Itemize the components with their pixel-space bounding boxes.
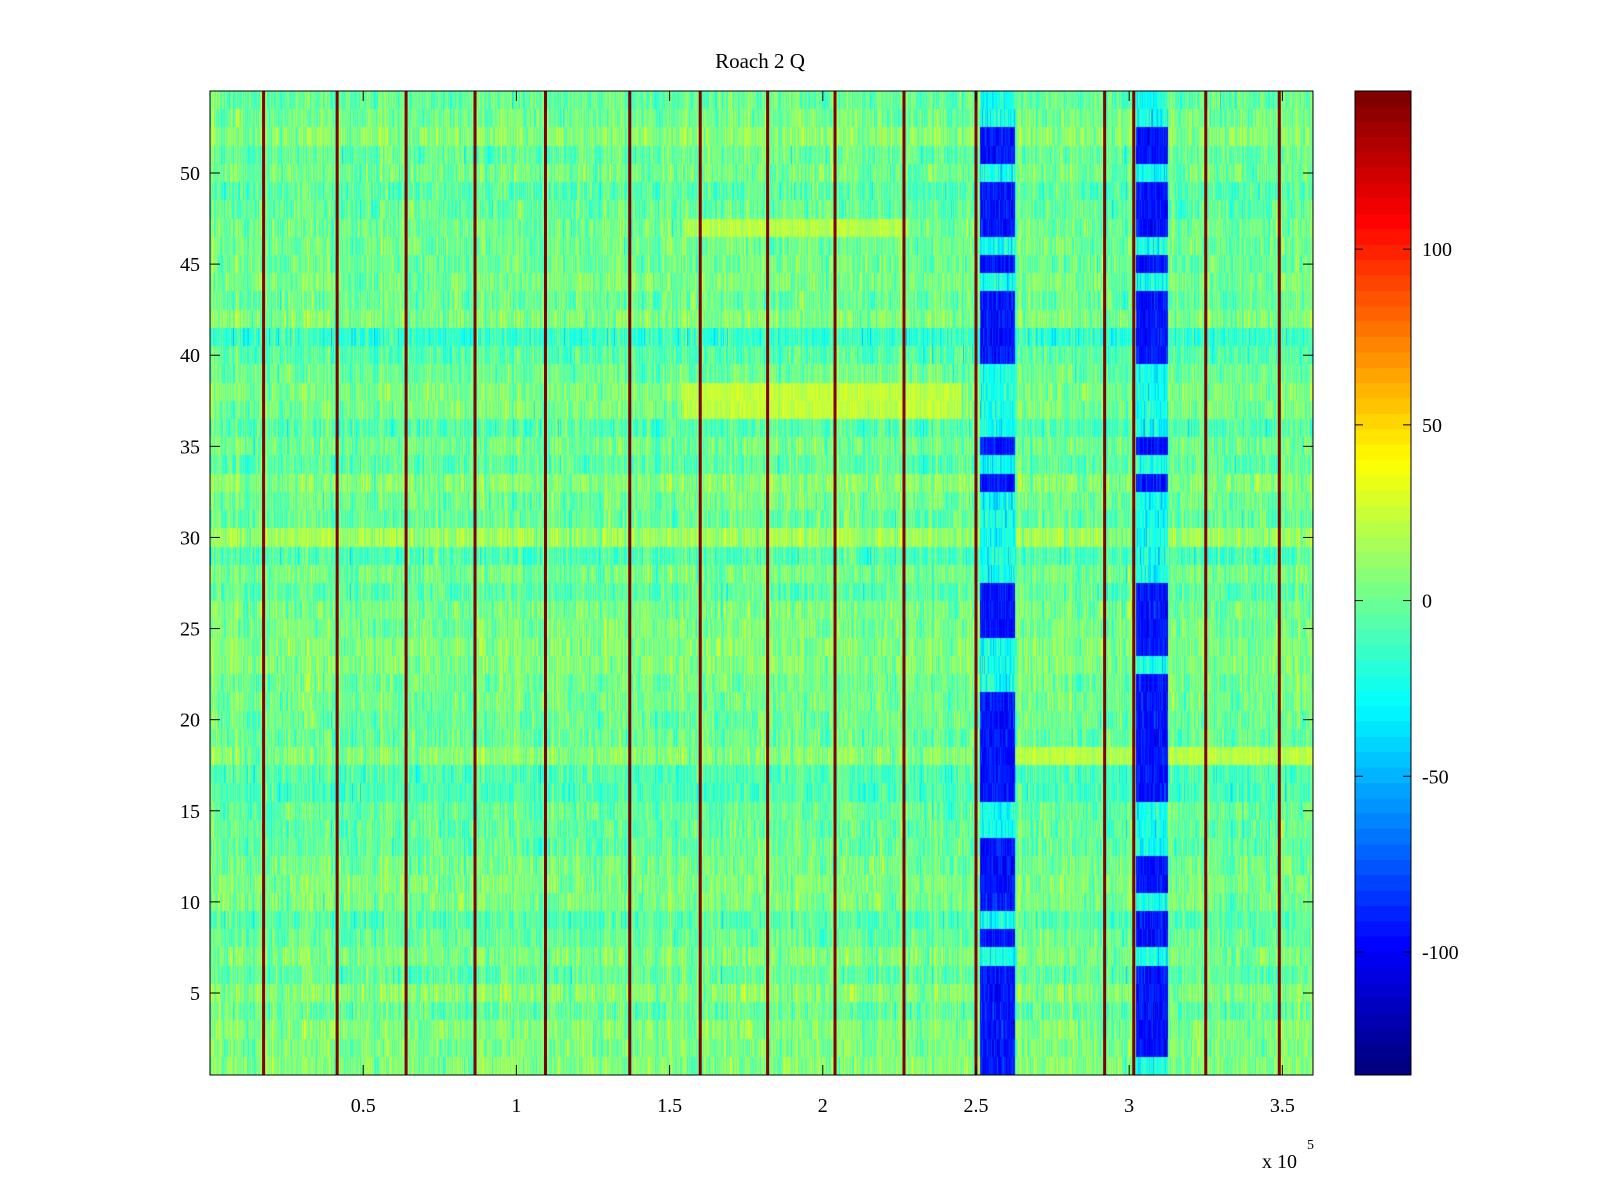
colorbar: -100 -50 0 50 100 <box>1354 90 1459 1076</box>
spike-line-3 <box>404 91 408 1075</box>
spike-line-10 <box>902 91 906 1075</box>
chart-title: Roach 2 Q <box>715 49 805 73</box>
spike-line-1 <box>262 91 266 1075</box>
spike-line-14 <box>1204 91 1208 1075</box>
x-exponent-label: x 10 <box>1262 1151 1297 1173</box>
y-tick-label: 20 <box>180 710 200 732</box>
y-tick-label: 5 <box>190 983 200 1005</box>
colorbar-gradient <box>1355 91 1411 1075</box>
x-tick-label: 1.5 <box>657 1095 682 1117</box>
y-tick-label: 35 <box>180 436 200 458</box>
y-axis: 5 10 15 20 25 30 35 40 45 50 <box>180 163 1313 1005</box>
heatmap-image <box>210 91 1313 1075</box>
spike-line-9 <box>833 91 837 1075</box>
spike-line-15 <box>1277 91 1281 1075</box>
spike-line-8 <box>766 91 770 1075</box>
x-tick-label: 3.5 <box>1270 1095 1295 1117</box>
y-tick-label: 45 <box>180 254 200 276</box>
spike-line-5 <box>543 91 547 1075</box>
x-tick-label: 3 <box>1124 1095 1134 1117</box>
x-tick-label: 1 <box>511 1095 521 1117</box>
x-exponent-power: 5 <box>1307 1138 1314 1153</box>
colorbar-tick-label: 50 <box>1422 415 1442 437</box>
y-tick-label: 30 <box>180 527 200 549</box>
spike-line-4 <box>473 91 477 1075</box>
spike-line-7 <box>698 91 702 1075</box>
colorbar-tick-label: -50 <box>1422 766 1449 788</box>
x-tick-label: 2.5 <box>963 1095 988 1117</box>
y-tick-label: 10 <box>180 892 200 914</box>
plot-area <box>209 90 1314 1076</box>
x-tick-label: 2 <box>818 1095 828 1117</box>
spike-line-12 <box>1103 91 1107 1075</box>
colorbar-tick-label: 0 <box>1422 591 1432 613</box>
y-tick-label: 40 <box>180 345 200 367</box>
colorbar-tick-label: 100 <box>1422 239 1452 261</box>
spike-line-13 <box>1132 91 1136 1075</box>
spike-line-2 <box>335 91 339 1075</box>
spike-lines <box>262 91 1281 1075</box>
y-tick-label: 25 <box>180 619 200 641</box>
y-tick-label: 50 <box>180 163 200 185</box>
spike-line-6 <box>628 91 632 1075</box>
x-axis: 0.5 1 1.5 2 2.5 3 3.5 <box>351 91 1295 1117</box>
spike-line-11 <box>974 91 978 1075</box>
plot-frame <box>209 90 1314 1076</box>
colorbar-frame <box>1354 90 1412 1076</box>
colorbar-tick-label: -100 <box>1422 942 1459 964</box>
y-tick-label: 15 <box>180 801 200 823</box>
x-tick-label: 0.5 <box>351 1095 376 1117</box>
colorbar-ticks: -100 -50 0 50 100 <box>1355 239 1459 964</box>
